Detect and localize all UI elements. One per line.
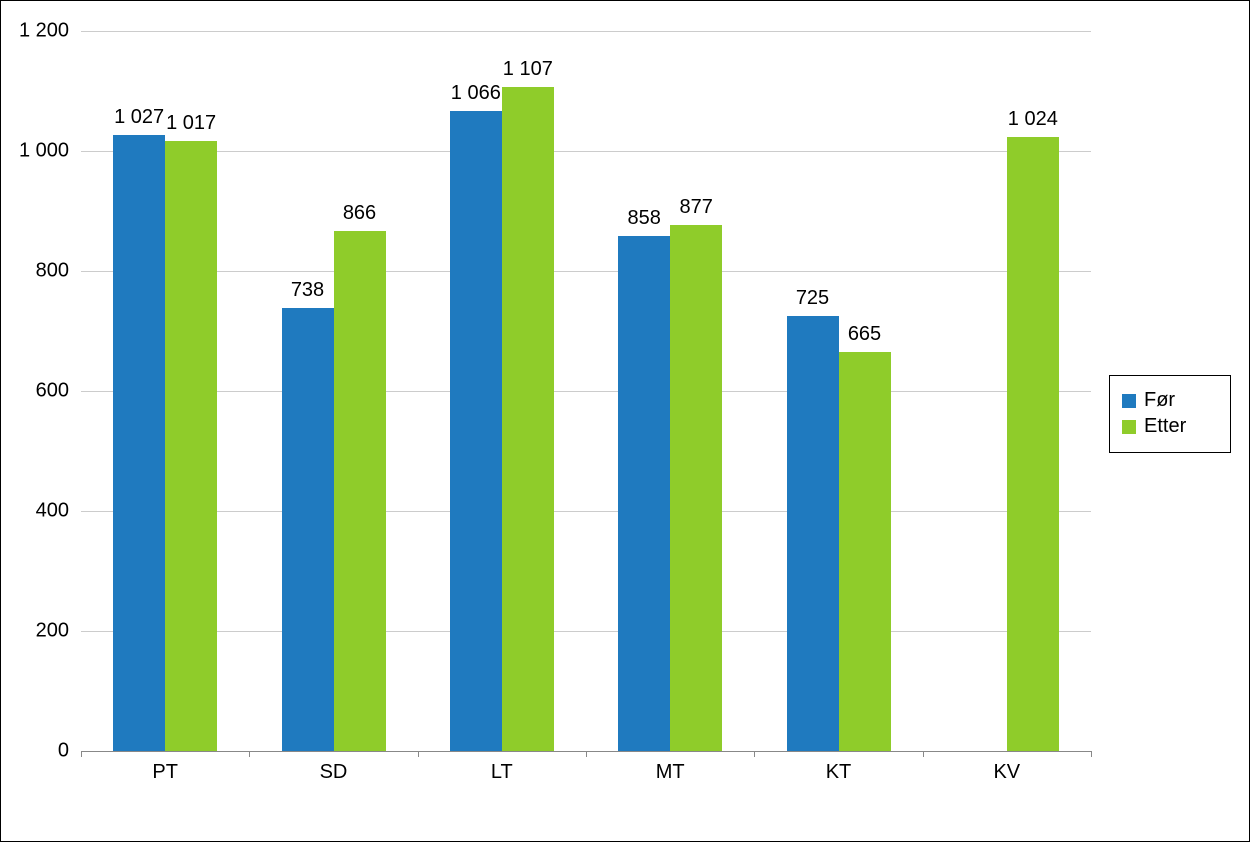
bar-data-label: 725 [773, 287, 853, 310]
legend-label: Før [1144, 389, 1175, 412]
y-tick-label: 800 [0, 260, 69, 283]
bar-data-label: 1 024 [993, 108, 1073, 131]
bar-før [787, 316, 839, 751]
bar-data-label: 877 [656, 196, 736, 219]
legend-item: Før [1122, 389, 1218, 412]
legend-swatch [1122, 420, 1136, 434]
bar-før [450, 111, 502, 751]
y-gridline [81, 631, 1091, 632]
legend: Før Etter [1109, 375, 1231, 453]
bar-etter [839, 352, 891, 751]
x-tick-mark [586, 751, 587, 757]
y-tick-label: 600 [0, 380, 69, 403]
x-tick-mark [754, 751, 755, 757]
x-tick-mark [249, 751, 250, 757]
x-tick-mark [1091, 751, 1092, 757]
y-gridline [81, 271, 1091, 272]
bar-etter [502, 87, 554, 751]
y-tick-label: 1 000 [0, 140, 69, 163]
x-tick-label: PT [81, 761, 249, 784]
bar-etter [334, 231, 386, 751]
bar-før [282, 308, 334, 751]
y-gridline [81, 31, 1091, 32]
legend-item: Etter [1122, 415, 1218, 438]
bar-data-label: 1 107 [488, 58, 568, 81]
y-gridline [81, 151, 1091, 152]
bar-data-label: 1 017 [151, 112, 231, 135]
x-tick-mark [418, 751, 419, 757]
x-tick-label: KV [923, 761, 1091, 784]
y-tick-label: 400 [0, 500, 69, 523]
bar-før [113, 135, 165, 751]
x-tick-mark [923, 751, 924, 757]
bar-data-label: 866 [320, 202, 400, 225]
plot-area: 1 0271 0177388661 0661 1078588777256651 … [81, 31, 1091, 751]
y-tick-label: 200 [0, 620, 69, 643]
y-gridline [81, 511, 1091, 512]
bar-etter [1007, 137, 1059, 751]
chart-frame: 1 0271 0177388661 0661 1078588777256651 … [0, 0, 1250, 842]
y-tick-label: 1 200 [0, 20, 69, 43]
x-tick-label: MT [586, 761, 754, 784]
x-tick-label: LT [418, 761, 586, 784]
bar-etter [165, 141, 217, 751]
bar-etter [670, 225, 722, 751]
x-tick-label: KT [754, 761, 922, 784]
y-tick-label: 0 [0, 740, 69, 763]
bar-data-label: 665 [825, 323, 905, 346]
y-gridline [81, 391, 1091, 392]
x-tick-label: SD [249, 761, 417, 784]
legend-swatch [1122, 394, 1136, 408]
bar-før [618, 236, 670, 751]
legend-label: Etter [1144, 415, 1186, 438]
x-tick-mark [81, 751, 82, 757]
